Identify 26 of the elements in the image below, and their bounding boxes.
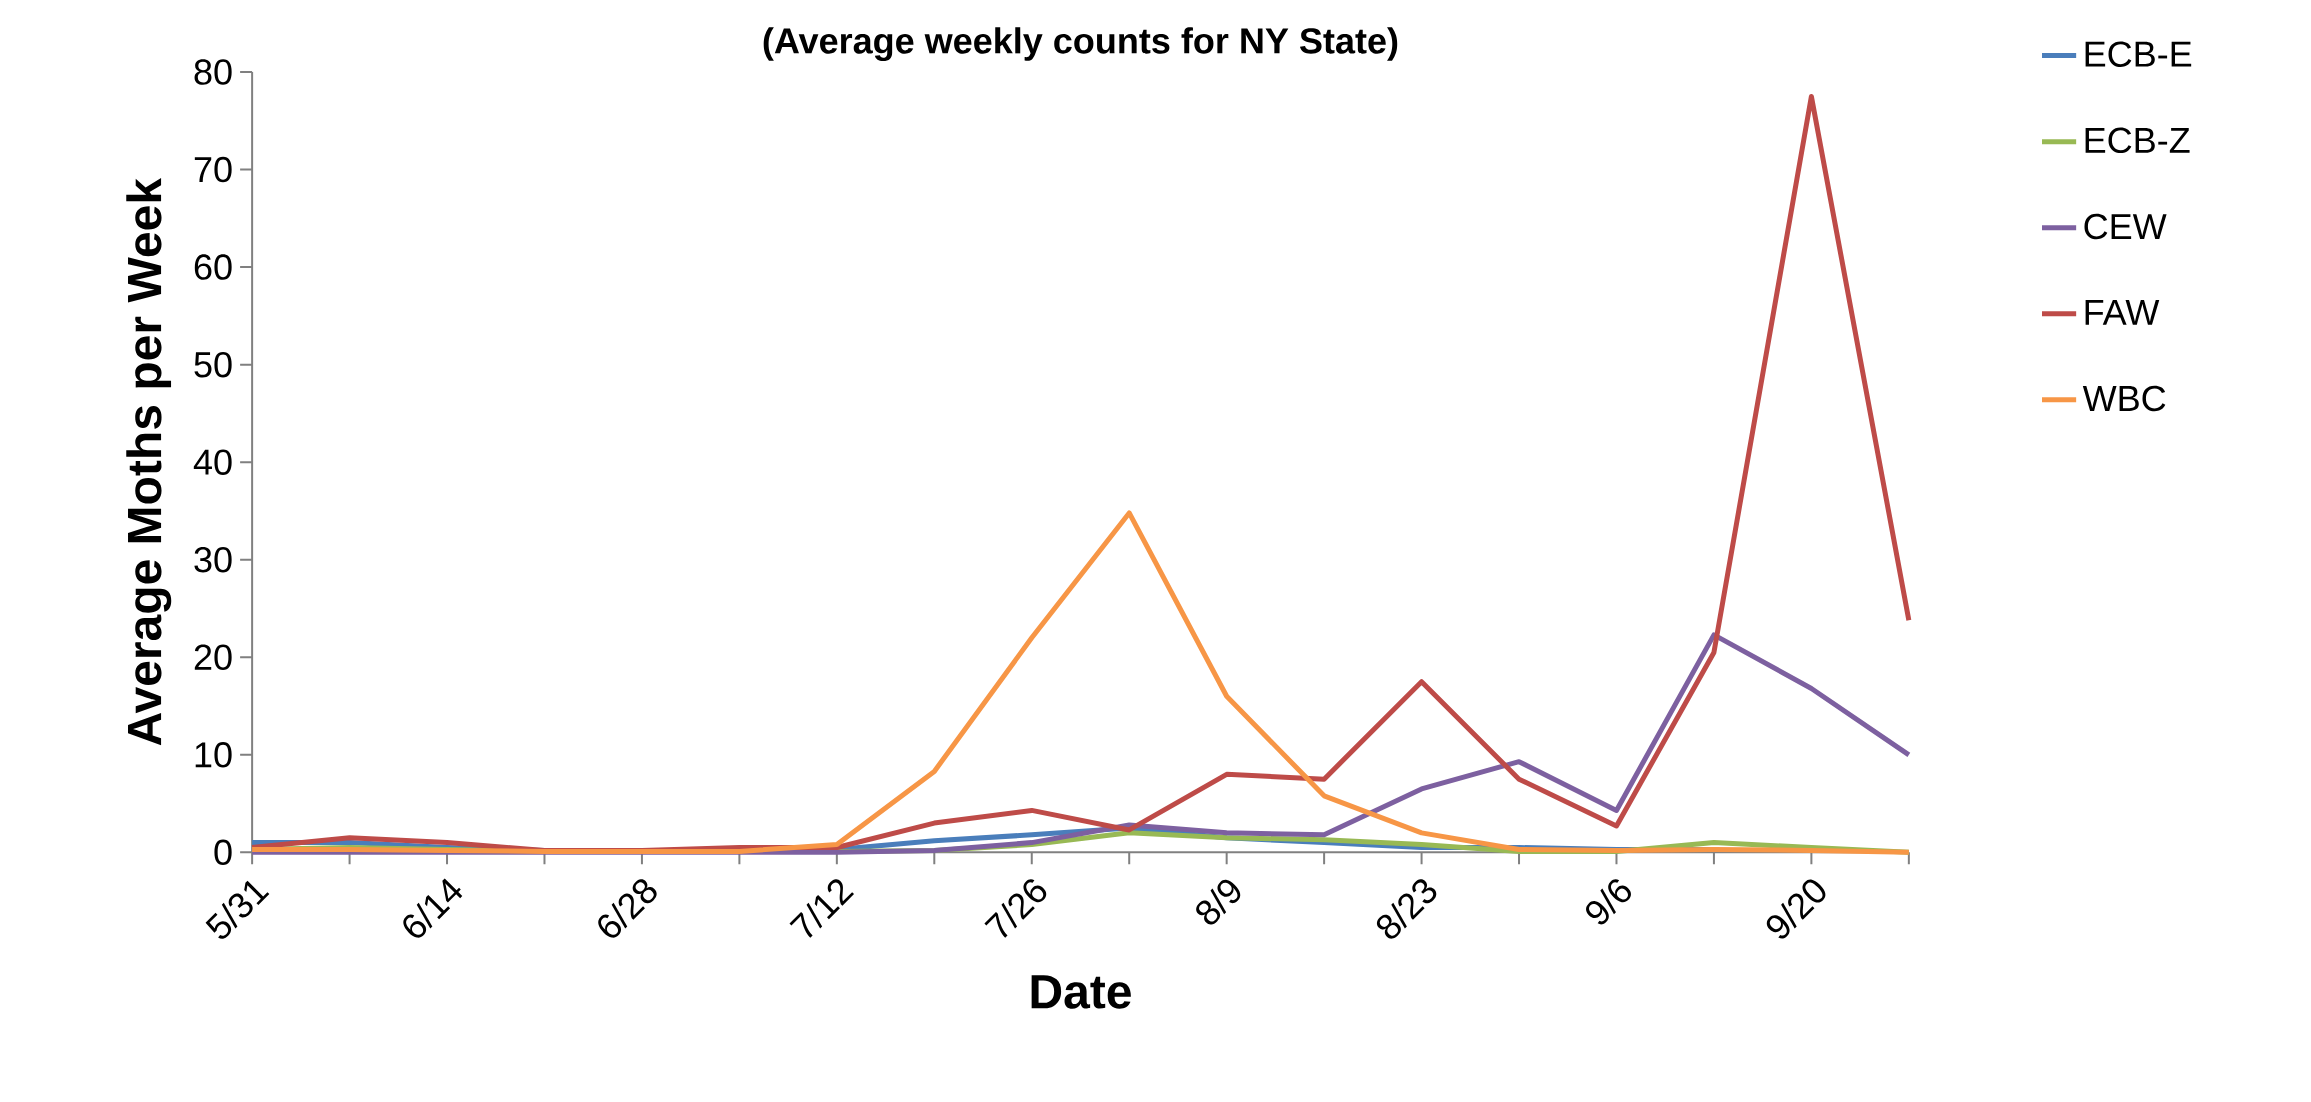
legend-label: ECB-E <box>2085 41 2192 67</box>
x-tick-label: 8/23 <box>1376 879 1437 939</box>
x-tick-label: 7/26 <box>984 878 1047 938</box>
y-tick-label: 70 <box>194 156 232 183</box>
y-axis-title: Average Moths per Week <box>126 177 172 745</box>
legend-label: WBC <box>2082 385 2166 412</box>
x-tick-label: 9/6 <box>1586 878 1631 925</box>
y-tick-label: 30 <box>194 546 232 573</box>
legend-label: ECB-Z <box>2085 127 2190 153</box>
chart-title: (Average weekly counts for NY State) <box>763 26 1398 61</box>
y-tick-label: 80 <box>194 59 232 85</box>
y-tick-label: 50 <box>194 351 232 378</box>
x-tick-label: 6/14 <box>403 878 463 938</box>
x-tick-label: 6/28 <box>598 879 657 938</box>
legend-label: CEW <box>2084 213 2167 240</box>
y-tick-label: 60 <box>194 254 232 280</box>
y-tick-label: 0 <box>214 839 232 865</box>
x-tick-label: 7/12 <box>789 879 855 938</box>
x-tick-label: 9/20 <box>1766 879 1826 939</box>
x-tick-label: 5/31 <box>205 880 270 939</box>
x-tick-label: 8/9 <box>1196 879 1241 925</box>
y-tick-label: 40 <box>193 449 232 475</box>
y-tick-label: 10 <box>195 741 232 768</box>
x-axis-title: Date <box>1031 974 1131 1009</box>
legend-label: FAW <box>2085 299 2160 325</box>
y-tick-label: 20 <box>194 644 232 670</box>
